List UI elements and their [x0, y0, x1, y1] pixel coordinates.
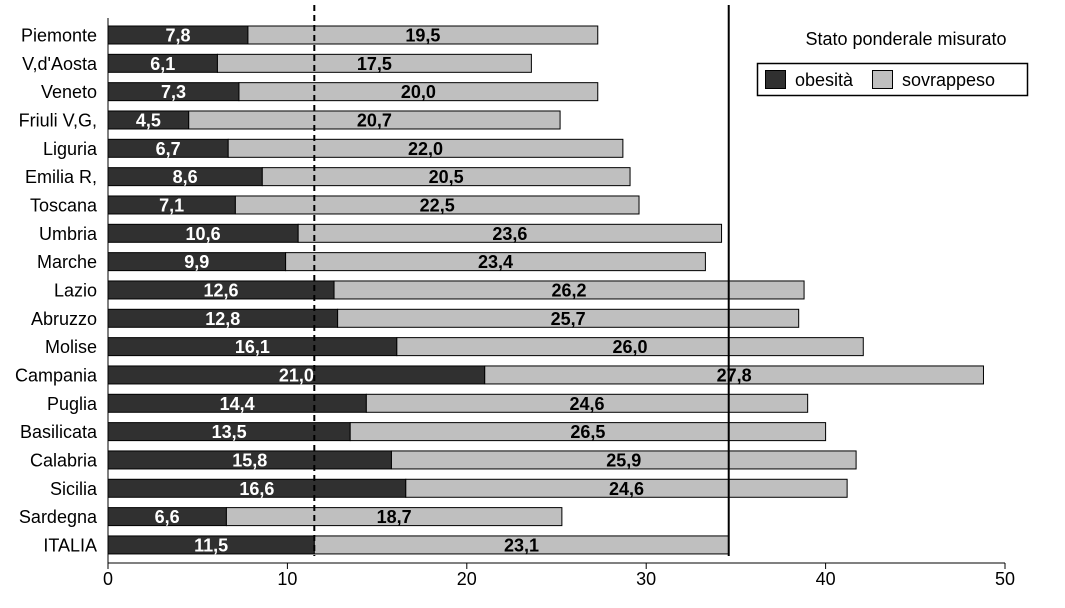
- category-label-abruzzo: Abruzzo: [31, 309, 97, 329]
- category-label-italia: ITALIA: [43, 535, 97, 555]
- category-label-veneto: Veneto: [41, 82, 97, 102]
- value-label-obesita-toscana: 7,1: [159, 195, 184, 215]
- x-tick-label-0: 0: [103, 569, 113, 589]
- value-label-sovrappeso-veneto: 20,0: [401, 82, 436, 102]
- bar-sovrappeso-friuli-v-g: [188, 110, 561, 130]
- bar-sovrappeso-puglia: [365, 393, 809, 413]
- category-label-marche: Marche: [37, 252, 97, 272]
- bar-sovrappeso-molise: [396, 337, 864, 357]
- value-label-obesita-marche: 9,9: [184, 252, 209, 272]
- bar-sovrappeso-campania: [484, 365, 984, 385]
- value-label-obesita-v-d-aosta: 6,1: [150, 54, 175, 74]
- bar-sovrappeso-abruzzo: [337, 308, 800, 328]
- value-label-obesita-lazio: 12,6: [203, 280, 238, 300]
- x-tick-label-50: 50: [995, 569, 1015, 589]
- bar-sovrappeso-umbria: [297, 223, 723, 243]
- category-labels-group: Piemonte V,d'Aosta Veneto Friuli V,G, Liguri…: [15, 26, 98, 556]
- category-label-friuli-v-g: Friuli V,G,: [19, 110, 97, 130]
- x-axis: 0 10 20 30 40 50: [103, 18, 1015, 589]
- value-label-obesita-italia: 11,5: [194, 535, 228, 555]
- x-tick-label-40: 40: [816, 569, 836, 589]
- legend: Stato ponderale misurato obesità sovrapp…: [756, 29, 1029, 97]
- category-label-molise: Molise: [45, 337, 97, 357]
- value-label-obesita-campania: 21,0: [279, 365, 314, 385]
- x-tick-label-30: 30: [636, 569, 656, 589]
- value-label-sovrappeso-marche: 23,4: [478, 252, 513, 272]
- bar-sovrappeso-veneto: [238, 82, 599, 102]
- bar-sovrappeso-basilicata: [349, 422, 827, 442]
- category-label-basilicata: Basilicata: [20, 422, 98, 442]
- value-label-obesita-emilia-r: 8,6: [173, 167, 198, 187]
- category-label-umbria: Umbria: [39, 224, 98, 244]
- legend-swatch-sovrappeso: [872, 70, 893, 89]
- bars-group: [107, 25, 984, 555]
- category-label-emilia-r: Emilia R,: [25, 167, 97, 187]
- value-label-sovrappeso-v-d-aosta: 17,5: [357, 54, 392, 74]
- category-label-lazio: Lazio: [54, 280, 97, 300]
- value-label-sovrappeso-sicilia: 24,6: [609, 479, 644, 499]
- value-label-obesita-abruzzo: 12,8: [205, 309, 240, 329]
- value-label-obesita-friuli-v-g: 4,5: [136, 110, 161, 130]
- value-label-sovrappeso-emilia-r: 20,5: [429, 167, 464, 187]
- category-label-puglia: Puglia: [47, 394, 98, 414]
- category-label-calabria: Calabria: [30, 450, 98, 470]
- value-label-obesita-umbria: 10,6: [186, 224, 221, 244]
- value-label-obesita-basilicata: 13,5: [212, 422, 247, 442]
- bar-sovrappeso-sicilia: [405, 478, 848, 498]
- value-label-sovrappeso-calabria: 25,9: [606, 450, 641, 470]
- bar-sovrappeso-emilia-r: [261, 167, 631, 187]
- legend-label-obesita: obesità: [795, 70, 854, 90]
- legend-swatch-obesita: [765, 70, 786, 89]
- bar-sovrappeso-piemonte: [247, 25, 599, 45]
- category-label-v-d-aosta: V,d'Aosta: [22, 54, 98, 74]
- bar-sovrappeso-lazio: [333, 280, 805, 300]
- category-label-toscana: Toscana: [30, 195, 98, 215]
- x-tick-label-10: 10: [277, 569, 297, 589]
- value-label-sovrappeso-piemonte: 19,5: [405, 26, 440, 46]
- value-label-sovrappeso-puglia: 24,6: [569, 394, 604, 414]
- value-label-sovrappeso-sardegna: 18,7: [377, 507, 412, 527]
- value-labels-group: 7,8 19,5 6,1 17,5 7,3 20,0 4,5 20,7 6,7 22,0 8,6 20…: [136, 26, 752, 556]
- bar-sovrappeso-liguria: [227, 138, 624, 158]
- value-label-sovrappeso-lazio: 26,2: [552, 280, 587, 300]
- value-label-sovrappeso-liguria: 22,0: [408, 139, 443, 159]
- value-label-obesita-veneto: 7,3: [161, 82, 186, 102]
- value-label-sovrappeso-italia: 23,1: [504, 535, 539, 555]
- value-label-obesita-puglia: 14,4: [220, 394, 255, 414]
- category-label-liguria: Liguria: [43, 139, 98, 159]
- value-label-obesita-sardegna: 6,6: [155, 507, 180, 527]
- bar-sovrappeso-sardegna: [225, 507, 563, 527]
- value-label-sovrappeso-toscana: 22,5: [420, 195, 455, 215]
- legend-title: Stato ponderale misurato: [805, 29, 1006, 49]
- category-label-sicilia: Sicilia: [50, 479, 98, 499]
- x-tick-label-20: 20: [457, 569, 477, 589]
- value-label-obesita-liguria: 6,7: [156, 139, 181, 159]
- reference-lines-group: [313, 5, 730, 556]
- bar-sovrappeso-marche: [285, 252, 706, 272]
- bar-sovrappeso-calabria: [390, 450, 857, 470]
- bar-sovrappeso-toscana: [234, 195, 640, 215]
- value-label-sovrappeso-molise: 26,0: [613, 337, 648, 357]
- value-label-sovrappeso-friuli-v-g: 20,7: [357, 110, 392, 130]
- value-label-obesita-sicilia: 16,6: [239, 479, 274, 499]
- value-label-sovrappeso-basilicata: 26,5: [570, 422, 605, 442]
- category-label-piemonte: Piemonte: [21, 26, 97, 46]
- bar-sovrappeso-v-d-aosta: [216, 53, 532, 73]
- value-label-sovrappeso-umbria: 23,6: [492, 224, 527, 244]
- value-label-obesita-calabria: 15,8: [232, 450, 267, 470]
- value-label-sovrappeso-abruzzo: 25,7: [551, 309, 586, 329]
- value-label-sovrappeso-campania: 27,8: [717, 365, 752, 385]
- value-label-obesita-piemonte: 7,8: [165, 26, 190, 46]
- category-label-campania: Campania: [15, 365, 98, 385]
- value-label-obesita-molise: 16,1: [235, 337, 270, 357]
- legend-label-sovrappeso: sovrappeso: [902, 70, 995, 90]
- category-label-sardegna: Sardegna: [19, 507, 98, 527]
